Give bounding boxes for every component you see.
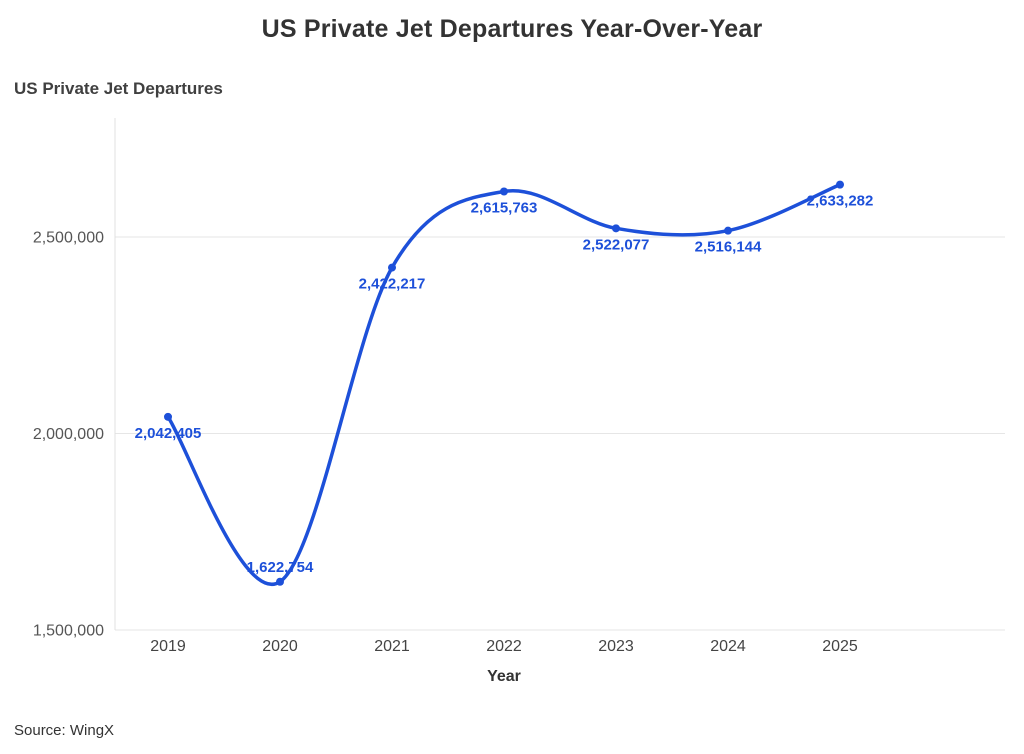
chart-title: US Private Jet Departures Year-Over-Year — [261, 15, 763, 43]
x-tick-label: 2021 — [374, 638, 410, 655]
x-tick-label: 2020 — [262, 638, 298, 655]
x-tick-label: 2025 — [822, 638, 858, 655]
y-tick-label: 2,500,000 — [33, 230, 104, 247]
series-line — [166, 182, 842, 587]
data-point — [388, 263, 396, 272]
data-point-label: 2,516,144 — [695, 239, 762, 256]
x-tick-label: 2023 — [598, 638, 634, 655]
data-point-label: 2,422,217 — [359, 276, 426, 293]
data-point-label: 2,633,282 — [807, 193, 874, 210]
data-point — [500, 187, 508, 196]
data-point — [276, 577, 284, 586]
x-axis-title: Year — [487, 668, 521, 685]
data-point-label: 2,615,763 — [471, 200, 538, 217]
data-point-label: 1,622,754 — [247, 559, 314, 576]
data-point — [724, 226, 732, 235]
data-point-label: 2,042,405 — [135, 425, 202, 442]
x-tick-label: 2019 — [150, 638, 186, 655]
y-axis-title: US Private Jet Departures — [14, 79, 223, 98]
data-point — [164, 412, 172, 421]
y-tick-label: 2,000,000 — [33, 426, 104, 443]
y-tick-label: 1,500,000 — [33, 623, 104, 640]
data-point — [612, 224, 620, 233]
source-note: Source: WingX — [14, 722, 115, 739]
data-point — [836, 180, 844, 189]
data-point-label: 2,522,077 — [583, 236, 650, 253]
x-tick-label: 2024 — [710, 638, 746, 655]
x-tick-label: 2022 — [486, 638, 522, 655]
